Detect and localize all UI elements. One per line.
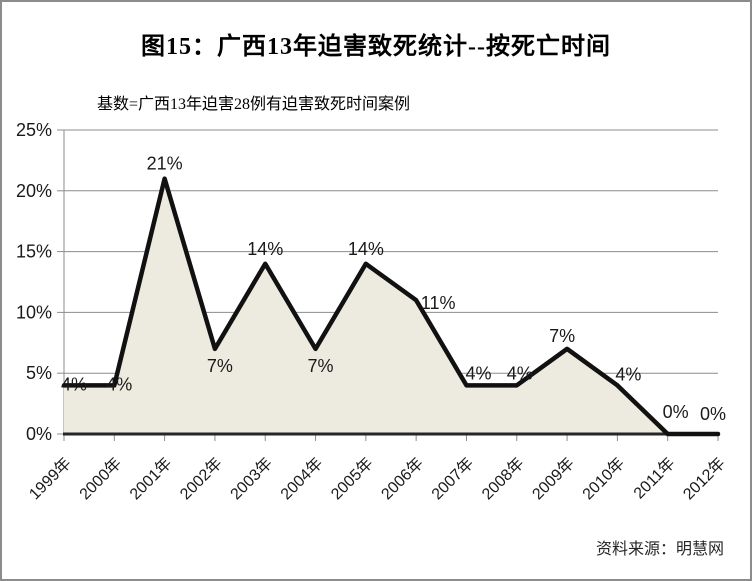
data-label: 7% xyxy=(207,356,233,376)
x-axis-label: 2000年 xyxy=(76,454,125,503)
data-label: 0% xyxy=(663,402,689,422)
data-label: 14% xyxy=(348,239,384,259)
x-axis-label: 2009年 xyxy=(529,454,578,503)
data-label: 7% xyxy=(549,326,575,346)
x-axis-label: 2006年 xyxy=(378,454,427,503)
x-axis-label: 2003年 xyxy=(227,454,276,503)
data-label: 4% xyxy=(61,374,87,394)
chart-title: 图15：广西13年迫害致死统计--按死亡时间 xyxy=(141,34,611,60)
y-axis-label: 10% xyxy=(16,302,52,322)
data-label: 4% xyxy=(507,363,533,383)
data-label: 21% xyxy=(147,154,183,174)
data-label: 4% xyxy=(615,364,641,384)
data-label: 0% xyxy=(700,404,726,424)
source-note: 资料来源：明慧网 xyxy=(595,541,724,558)
y-axis-label: 0% xyxy=(26,424,52,444)
x-axis-label: 2008年 xyxy=(478,454,527,503)
x-axis-label: 2002年 xyxy=(177,454,226,503)
data-label: 7% xyxy=(308,356,334,376)
x-axis-label: 2012年 xyxy=(680,454,729,503)
chart-subtitle: 基数=广西13年迫害28例有迫害致死时间案例 xyxy=(97,96,411,113)
data-label: 11% xyxy=(421,293,456,313)
x-axis-label: 2005年 xyxy=(327,454,376,503)
x-axis-label: 2001年 xyxy=(126,454,175,503)
data-label: 4% xyxy=(106,374,132,394)
series-line xyxy=(61,176,721,437)
y-axis-label: 5% xyxy=(26,363,52,383)
y-axis-label: 20% xyxy=(16,181,52,201)
x-axis-label: 2007年 xyxy=(428,454,477,503)
data-label: 4% xyxy=(465,363,491,383)
x-axis-label: 2010年 xyxy=(579,454,628,503)
x-axis-label: 2011年 xyxy=(630,454,678,502)
y-axis-label: 25% xyxy=(16,120,52,140)
y-axis-label: 15% xyxy=(16,242,52,262)
data-label: 14% xyxy=(247,239,283,259)
x-axis-label: 2004年 xyxy=(277,454,326,503)
x-axis-label: 1999年 xyxy=(26,454,75,503)
series-area-fill xyxy=(64,178,718,434)
